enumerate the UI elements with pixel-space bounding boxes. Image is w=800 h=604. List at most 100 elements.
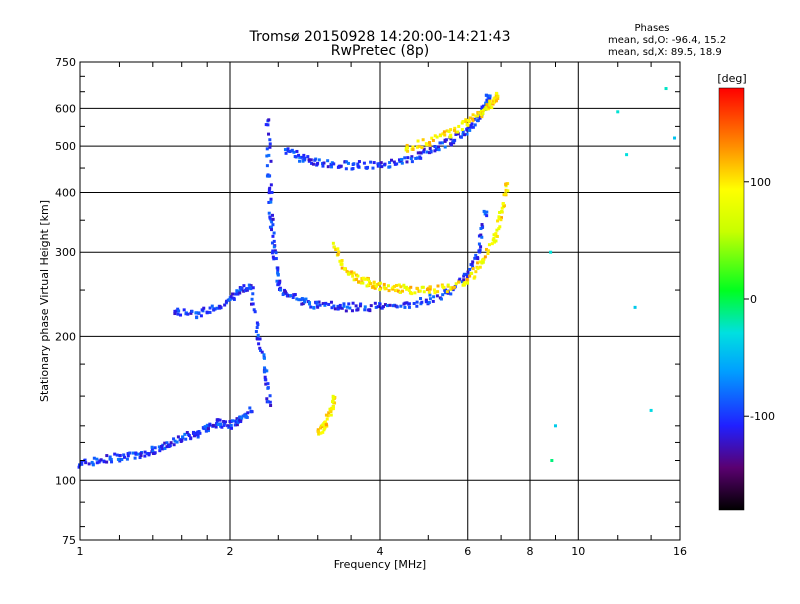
echo-point [422,147,426,151]
phase-info-o: mean, sd,O: -96.4, 15.2 [608,35,726,46]
echo-point [338,303,342,307]
echo-point [329,300,333,304]
echo-point [219,422,223,426]
echo-point [429,149,433,153]
echo-point [350,270,354,274]
echo-point [421,138,425,142]
y-tick-label: 750 [55,56,76,69]
echo-point [113,452,117,456]
echo-point [398,290,402,294]
echo-point [194,311,198,315]
echo-point [466,127,470,131]
echo-point [462,272,466,276]
echo-point [366,165,370,169]
echo-point [253,310,257,314]
echo-point [336,252,340,256]
echo-point [235,423,239,427]
echo-point [431,138,435,142]
echo-point [180,438,184,442]
echo-point [195,316,199,320]
echo-point [333,401,337,405]
echo-point [136,452,140,456]
echo-point [245,287,249,291]
x-axis-label: Frequency [MHz] [334,558,426,571]
echo-point [266,382,270,386]
echo-point [329,409,333,413]
echo-point [494,234,498,238]
echo-point [443,288,447,292]
echo-point [633,305,637,309]
echo-point [419,297,423,301]
echo-point [407,302,411,306]
echo-point [331,241,335,245]
echo-point [222,419,226,423]
y-tick-label: 200 [55,330,76,343]
echo-point [266,123,270,127]
echo-point [263,375,267,379]
echo-point [83,458,87,462]
echo-point [158,447,162,451]
echo-point [478,250,482,254]
echo-point [354,304,358,308]
echo-point [616,110,620,114]
echo-point [359,281,363,285]
colorbar-tick-label: 100 [750,176,771,189]
echo-point [249,409,253,413]
echo-point [358,304,362,308]
echo-point [300,302,304,306]
echo-point [430,136,434,140]
x-tick-label: 2 [227,545,234,558]
echo-point [286,149,290,153]
echo-point [416,287,420,291]
echo-point [273,249,277,253]
echo-point [270,213,274,217]
echo-point [498,225,502,229]
echo-point [464,118,468,122]
echo-point [494,232,498,236]
echo-point [297,298,301,302]
echo-point [365,284,369,288]
echo-point [269,200,273,204]
echo-point [488,103,492,107]
echo-point [271,249,275,253]
echo-point [443,133,447,137]
echo-point [143,450,147,454]
echo-point [351,301,355,305]
echo-point [416,139,420,143]
echo-point [481,225,485,229]
echo-point [460,121,464,125]
echo-point [479,233,483,237]
echo-point [321,430,325,434]
echo-point [417,144,421,148]
echo-point [268,216,272,220]
echo-point [298,159,302,163]
echo-point [449,292,453,296]
echo-point [271,234,275,238]
echo-point [407,287,411,291]
echo-point [265,164,269,168]
echo-point [324,413,328,417]
echo-point [470,271,474,275]
echo-point [270,251,274,255]
echo-point [224,420,228,424]
echo-point [381,305,385,309]
echo-point [125,457,129,461]
echo-point [208,310,212,314]
echo-point [506,189,510,193]
echo-point [466,118,470,122]
echo-point [411,145,415,149]
echo-point [441,132,445,136]
echo-point [139,454,143,458]
echo-point [229,295,233,299]
echo-point [268,138,272,142]
echo-point [300,155,304,159]
echo-point [340,266,344,270]
echo-point [271,217,275,221]
echo-point [480,115,484,119]
echo-point [241,414,245,418]
echo-point [321,302,325,306]
phase-info-heading: Phases [634,23,669,34]
echo-point [105,454,109,458]
echo-point [232,296,236,300]
echo-point [481,260,485,264]
